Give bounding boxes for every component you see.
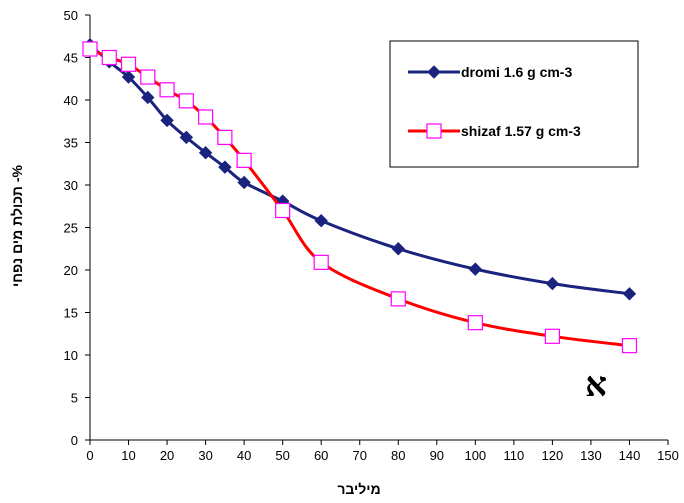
data-point — [545, 276, 560, 291]
legend: dromi 1.6 g cm-3 shizaf 1.57 g cm-3 — [389, 40, 639, 168]
legend-box — [389, 40, 639, 168]
data-point — [236, 152, 252, 168]
data-point — [544, 328, 561, 344]
data-point — [141, 90, 155, 105]
x-tick-label: 100 — [464, 448, 486, 463]
x-tick-label: 120 — [542, 448, 564, 463]
legend-item-1: dromi 1.6 g cm-3 — [408, 64, 572, 80]
data-point — [622, 287, 637, 301]
data-point — [120, 56, 137, 72]
data-point — [140, 69, 156, 85]
data-point — [121, 70, 136, 84]
x-tick-label: 60 — [314, 448, 328, 463]
data-point — [391, 242, 405, 256]
x-tick-label: 110 — [503, 448, 524, 463]
legend-marker — [427, 65, 441, 79]
data-point — [237, 175, 251, 190]
y-tick-label: 30 — [64, 178, 78, 193]
x-tick-label: 0 — [86, 448, 93, 463]
data-point — [178, 93, 194, 109]
y-tick-label: 15 — [64, 306, 78, 321]
corner-annotation: א — [585, 365, 607, 405]
y-tick-label: 50 — [64, 8, 78, 23]
y-tick-label: 25 — [64, 221, 78, 236]
y-tick-label: 40 — [64, 93, 78, 108]
legend-marker — [426, 123, 442, 139]
x-tick-label: 40 — [237, 448, 251, 463]
x-tick-label: 130 — [580, 448, 602, 463]
data-point — [101, 49, 117, 66]
legend-label: dromi 1.6 g cm-3 — [461, 64, 572, 80]
y-axis-label: תכולת מים נפחי -% — [9, 164, 25, 287]
series-2 — [82, 41, 638, 354]
data-point — [467, 315, 483, 331]
y-tick-label: 45 — [64, 51, 78, 66]
data-point — [82, 41, 98, 57]
x-tick-label: 20 — [160, 448, 174, 463]
data-point — [275, 202, 291, 219]
x-axis-label: מיליבר — [337, 481, 380, 497]
axes — [85, 14, 669, 445]
x-tick-label: 70 — [352, 448, 366, 463]
y-tick-label: 5 — [71, 391, 78, 406]
data-point — [390, 291, 406, 307]
data-point — [314, 213, 328, 228]
data-point — [468, 262, 483, 276]
x-tick-label: 90 — [430, 448, 444, 463]
data-point — [621, 338, 638, 354]
x-tick-label: 50 — [275, 448, 289, 463]
x-tick-labels: 0 10 20 30 40 50 60 70 80 90 100 110 120 130 140 150 — [86, 448, 678, 463]
series-layer — [82, 38, 638, 354]
legend-item-2: shizaf 1.57 g cm-3 — [408, 123, 581, 139]
data-point — [217, 129, 233, 145]
data-point — [313, 254, 329, 270]
data-point — [218, 160, 232, 174]
x-tick-label: 80 — [391, 448, 405, 463]
y-tick-label: 0 — [71, 433, 78, 448]
legend-label: shizaf 1.57 g cm-3 — [461, 123, 581, 139]
data-point — [160, 113, 174, 128]
y-tick-label: 10 — [64, 348, 78, 363]
y-tick-labels: 0 5 10 15 20 25 30 35 40 45 50 — [64, 8, 78, 448]
x-tick-label: 150 — [657, 448, 679, 463]
x-tick-label: 30 — [198, 448, 212, 463]
data-point — [198, 109, 214, 125]
y-tick-label: 35 — [64, 136, 78, 151]
data-point — [159, 82, 175, 98]
x-tick-label: 10 — [121, 448, 135, 463]
x-tick-label: 140 — [619, 448, 641, 463]
data-point — [179, 130, 194, 145]
y-tick-label: 20 — [64, 263, 78, 278]
data-point — [198, 145, 213, 160]
